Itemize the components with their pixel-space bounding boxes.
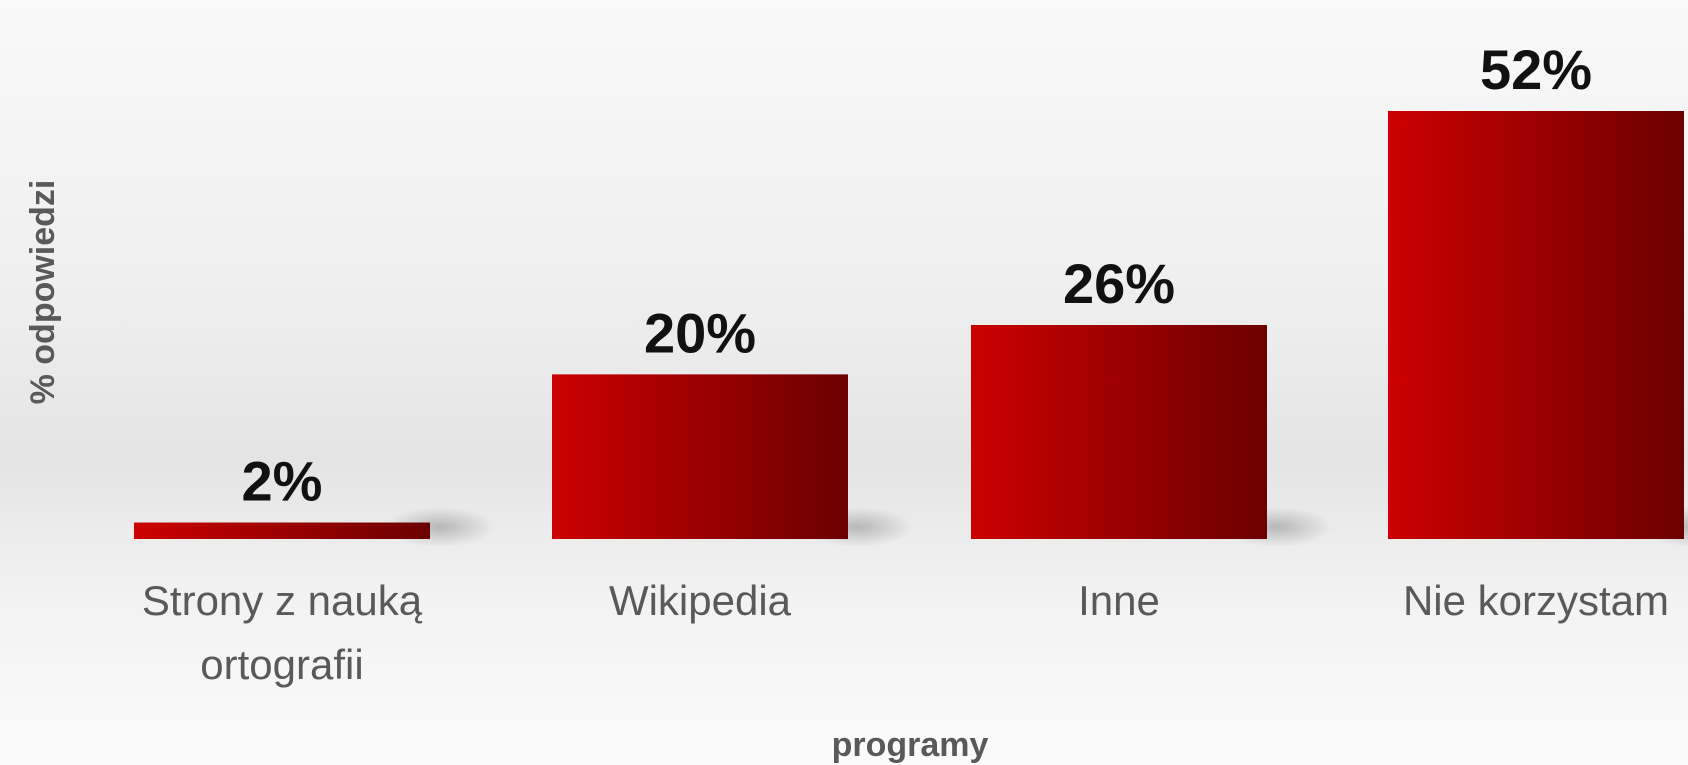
category-labels: Strony z nauką ortografii Wikipedia Inne Nie… (142, 577, 1669, 688)
bars (134, 111, 1684, 539)
bar-0 (134, 522, 430, 539)
y-axis-title: % odpowiedzi (24, 180, 62, 405)
category-label-2: Inne (1078, 577, 1160, 624)
x-axis-title: programy (832, 726, 989, 764)
category-label-3: Nie korzystam (1403, 577, 1669, 624)
value-label-2: 26% (1063, 252, 1175, 315)
category-label-1: Wikipedia (609, 577, 792, 624)
bar-1 (552, 374, 848, 539)
value-label-3: 52% (1480, 38, 1592, 101)
bar-3 (1388, 111, 1684, 539)
value-label-0: 2% (242, 450, 323, 513)
category-label-0-line-1: ortografii (200, 641, 363, 688)
value-label-1: 20% (644, 301, 756, 364)
bar-2 (971, 325, 1267, 539)
value-labels: 2% 20% 26% 52% (242, 38, 1593, 513)
category-label-0-line-0: Strony z nauką (142, 577, 423, 624)
